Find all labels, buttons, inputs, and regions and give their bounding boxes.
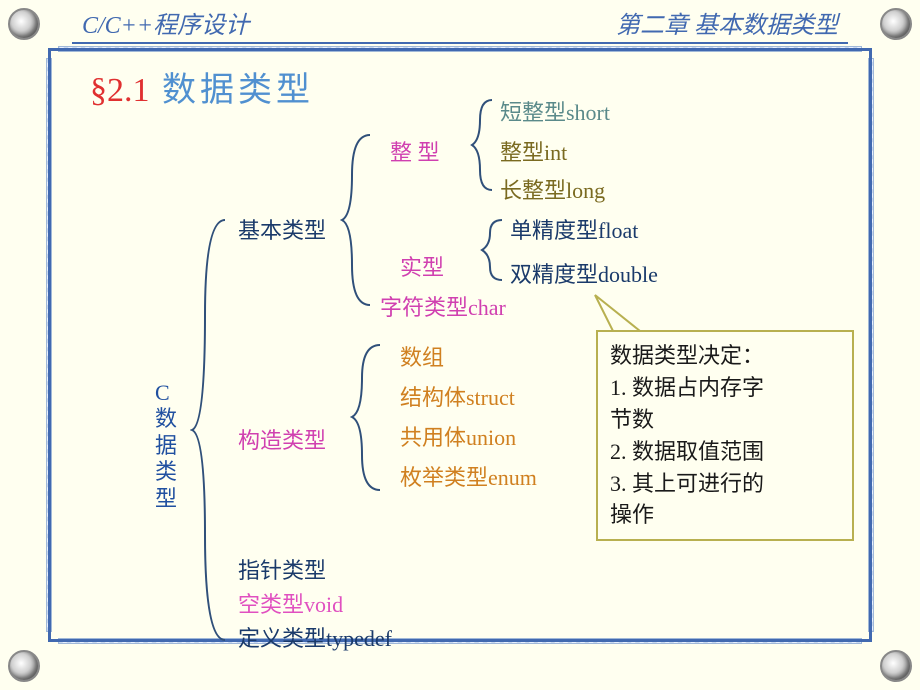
union-type: 共用体union [400, 425, 516, 451]
callout-l1: 数据类型决定： [610, 340, 840, 372]
edge-left [46, 58, 52, 632]
corner-ornament-tl [8, 8, 40, 40]
real-type: 实型 [400, 255, 444, 281]
short-type: 短整型short [500, 100, 610, 126]
corner-ornament-bl [8, 650, 40, 682]
slide: C/C++程序设计 第二章 基本数据类型 §2.1 数据类型 C 数 据 类 型… [0, 0, 920, 690]
edge-right [868, 58, 874, 632]
basic-type: 基本类型 [238, 218, 326, 244]
int-type: 整 型 [390, 140, 440, 166]
callout-l4: 2. 数据取值范围 [610, 436, 840, 468]
array-type: 数组 [400, 345, 444, 371]
header-right: 第二章 基本数据类型 [616, 5, 838, 40]
struct-type: 结构体struct [400, 385, 515, 411]
typedef-type: 定义类型typedef [238, 626, 392, 652]
corner-ornament-tr [880, 8, 912, 40]
brace-construct [350, 340, 384, 495]
root-label: C 数 据 类 型 [155, 380, 177, 512]
corner-ornament-br [880, 650, 912, 682]
section-title: §2.1 数据类型 [90, 62, 314, 111]
callout-l2: 1. 数据占内存字 [610, 372, 840, 404]
brace-basic [340, 130, 374, 310]
callout-l6: 操作 [610, 499, 840, 531]
construct-type: 构造类型 [238, 428, 326, 454]
double-type: 双精度型double [510, 262, 658, 288]
float-type: 单精度型float [510, 218, 638, 244]
char-type: 字符类型char [380, 295, 506, 321]
brace-real [480, 215, 506, 285]
edge-bottom [58, 638, 862, 644]
pointer-type: 指针类型 [238, 558, 326, 584]
enum-type: 枚举类型enum [400, 465, 537, 491]
section-text: 数据类型 [150, 72, 315, 109]
callout-l3: 节数 [610, 404, 840, 436]
int-int: 整型int [500, 140, 567, 166]
brace-root [190, 215, 230, 645]
header-bar: C/C++程序设计 第二章 基本数据类型 [72, 2, 848, 44]
callout-box: 数据类型决定： 1. 数据占内存字 节数 2. 数据取值范围 3. 其上可进行的… [596, 330, 854, 541]
long-type: 长整型long [500, 178, 605, 204]
section-number: §2.1 [90, 72, 150, 109]
void-type: 空类型void [238, 592, 343, 618]
callout-l5: 3. 其上可进行的 [610, 468, 840, 500]
edge-top [58, 46, 862, 52]
brace-int [470, 95, 496, 195]
header-left: C/C++程序设计 [82, 5, 249, 40]
